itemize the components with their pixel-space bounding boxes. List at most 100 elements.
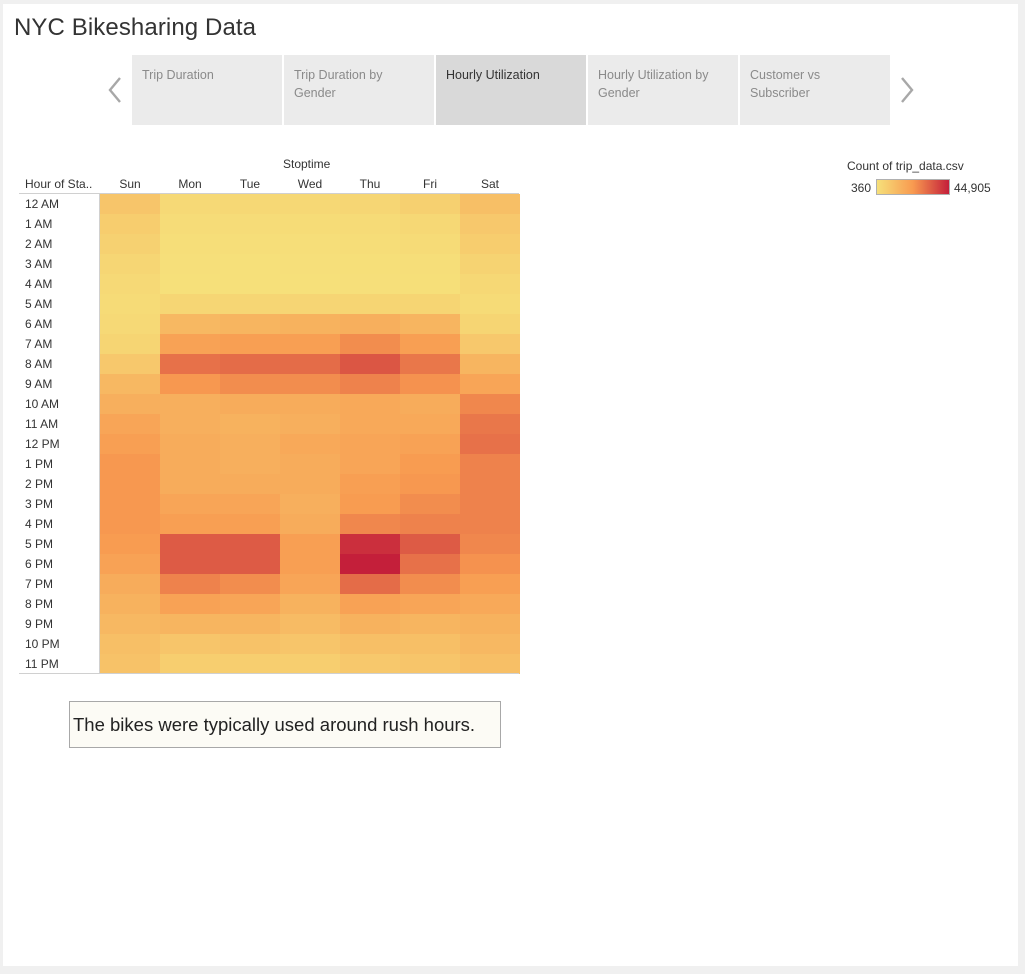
heatmap-cell[interactable] xyxy=(160,414,220,434)
heatmap-cell[interactable] xyxy=(400,554,460,574)
heatmap-cell[interactable] xyxy=(100,574,160,594)
heatmap-cell[interactable] xyxy=(220,354,280,374)
heatmap-cell[interactable] xyxy=(280,334,340,354)
heatmap-cell[interactable] xyxy=(100,434,160,454)
heatmap-cell[interactable] xyxy=(220,194,280,214)
heatmap-cell[interactable] xyxy=(220,474,280,494)
heatmap-cell[interactable] xyxy=(400,414,460,434)
heatmap-cell[interactable] xyxy=(100,634,160,654)
heatmap-cell[interactable] xyxy=(280,314,340,334)
heatmap-cell[interactable] xyxy=(460,314,520,334)
heatmap-cell[interactable] xyxy=(220,294,280,314)
heatmap-cell[interactable] xyxy=(400,474,460,494)
heatmap-cell[interactable] xyxy=(400,534,460,554)
heatmap-cell[interactable] xyxy=(280,374,340,394)
heatmap-cell[interactable] xyxy=(460,614,520,634)
tab-customer-vs-subscriber[interactable]: Customer vs Subscriber xyxy=(740,55,890,125)
heatmap-cell[interactable] xyxy=(340,654,400,674)
heatmap-cell[interactable] xyxy=(400,614,460,634)
heatmap-cell[interactable] xyxy=(340,194,400,214)
heatmap-cell[interactable] xyxy=(400,274,460,294)
heatmap-cell[interactable] xyxy=(160,494,220,514)
heatmap-cell[interactable] xyxy=(100,414,160,434)
heatmap-cell[interactable] xyxy=(280,254,340,274)
heatmap-cell[interactable] xyxy=(400,194,460,214)
legend-color-ramp[interactable] xyxy=(876,179,950,195)
heatmap-cell[interactable] xyxy=(340,254,400,274)
heatmap-cell[interactable] xyxy=(220,274,280,294)
heatmap-cell[interactable] xyxy=(100,514,160,534)
heatmap-cell[interactable] xyxy=(160,194,220,214)
heatmap-cell[interactable] xyxy=(100,534,160,554)
heatmap-cell[interactable] xyxy=(280,594,340,614)
heatmap-cell[interactable] xyxy=(100,254,160,274)
heatmap-cell[interactable] xyxy=(460,274,520,294)
heatmap-cell[interactable] xyxy=(280,554,340,574)
heatmap-cell[interactable] xyxy=(220,594,280,614)
heatmap-cell[interactable] xyxy=(400,574,460,594)
heatmap-cell[interactable] xyxy=(460,514,520,534)
heatmap-cell[interactable] xyxy=(160,274,220,294)
heatmap-cell[interactable] xyxy=(400,294,460,314)
tab-trip-duration-by-gender[interactable]: Trip Duration by Gender xyxy=(284,55,434,125)
heatmap-cell[interactable] xyxy=(160,654,220,674)
heatmap-cell[interactable] xyxy=(160,334,220,354)
heatmap-cell[interactable] xyxy=(280,514,340,534)
heatmap-cell[interactable] xyxy=(100,334,160,354)
heatmap-cell[interactable] xyxy=(100,474,160,494)
heatmap-cell[interactable] xyxy=(160,574,220,594)
heatmap-cell[interactable] xyxy=(340,394,400,414)
heatmap-cell[interactable] xyxy=(460,574,520,594)
heatmap-cell[interactable] xyxy=(100,494,160,514)
heatmap-cell[interactable] xyxy=(100,554,160,574)
heatmap-cell[interactable] xyxy=(100,274,160,294)
heatmap-cell[interactable] xyxy=(460,214,520,234)
heatmap-cell[interactable] xyxy=(400,594,460,614)
heatmap-cell[interactable] xyxy=(160,514,220,534)
heatmap-cell[interactable] xyxy=(280,354,340,374)
heatmap-cell[interactable] xyxy=(280,574,340,594)
heatmap-cell[interactable] xyxy=(100,374,160,394)
heatmap-cell[interactable] xyxy=(280,614,340,634)
heatmap-cell[interactable] xyxy=(340,574,400,594)
heatmap-cell[interactable] xyxy=(460,394,520,414)
heatmap-cell[interactable] xyxy=(100,654,160,674)
heatmap-cell[interactable] xyxy=(220,634,280,654)
heatmap-cell[interactable] xyxy=(400,214,460,234)
heatmap-cell[interactable] xyxy=(280,474,340,494)
heatmap-cell[interactable] xyxy=(280,494,340,514)
heatmap-cell[interactable] xyxy=(100,234,160,254)
heatmap-cell[interactable] xyxy=(160,454,220,474)
heatmap-cell[interactable] xyxy=(340,374,400,394)
heatmap-cell[interactable] xyxy=(160,234,220,254)
heatmap-cell[interactable] xyxy=(160,534,220,554)
heatmap-cell[interactable] xyxy=(400,254,460,274)
heatmap-cell[interactable] xyxy=(340,334,400,354)
heatmap-cell[interactable] xyxy=(340,534,400,554)
heatmap-cell[interactable] xyxy=(220,434,280,454)
heatmap-cell[interactable] xyxy=(460,334,520,354)
heatmap-cell[interactable] xyxy=(460,354,520,374)
heatmap-cell[interactable] xyxy=(100,294,160,314)
heatmap-cell[interactable] xyxy=(340,454,400,474)
heatmap-cell[interactable] xyxy=(400,234,460,254)
heatmap-cell[interactable] xyxy=(280,434,340,454)
heatmap-cell[interactable] xyxy=(460,634,520,654)
heatmap-cell[interactable] xyxy=(160,214,220,234)
heatmap-cell[interactable] xyxy=(400,334,460,354)
heatmap-cell[interactable] xyxy=(280,214,340,234)
heatmap-cell[interactable] xyxy=(400,394,460,414)
heatmap-cell[interactable] xyxy=(340,554,400,574)
heatmap-cell[interactable] xyxy=(340,494,400,514)
heatmap-cell[interactable] xyxy=(400,374,460,394)
heatmap-cell[interactable] xyxy=(280,394,340,414)
heatmap-cell[interactable] xyxy=(280,454,340,474)
heatmap-cell[interactable] xyxy=(400,454,460,474)
heatmap-cell[interactable] xyxy=(460,374,520,394)
heatmap-cell[interactable] xyxy=(220,394,280,414)
heatmap-cell[interactable] xyxy=(400,514,460,534)
heatmap-cell[interactable] xyxy=(400,354,460,374)
heatmap-cell[interactable] xyxy=(340,274,400,294)
heatmap-cell[interactable] xyxy=(340,294,400,314)
heatmap-cell[interactable] xyxy=(220,414,280,434)
